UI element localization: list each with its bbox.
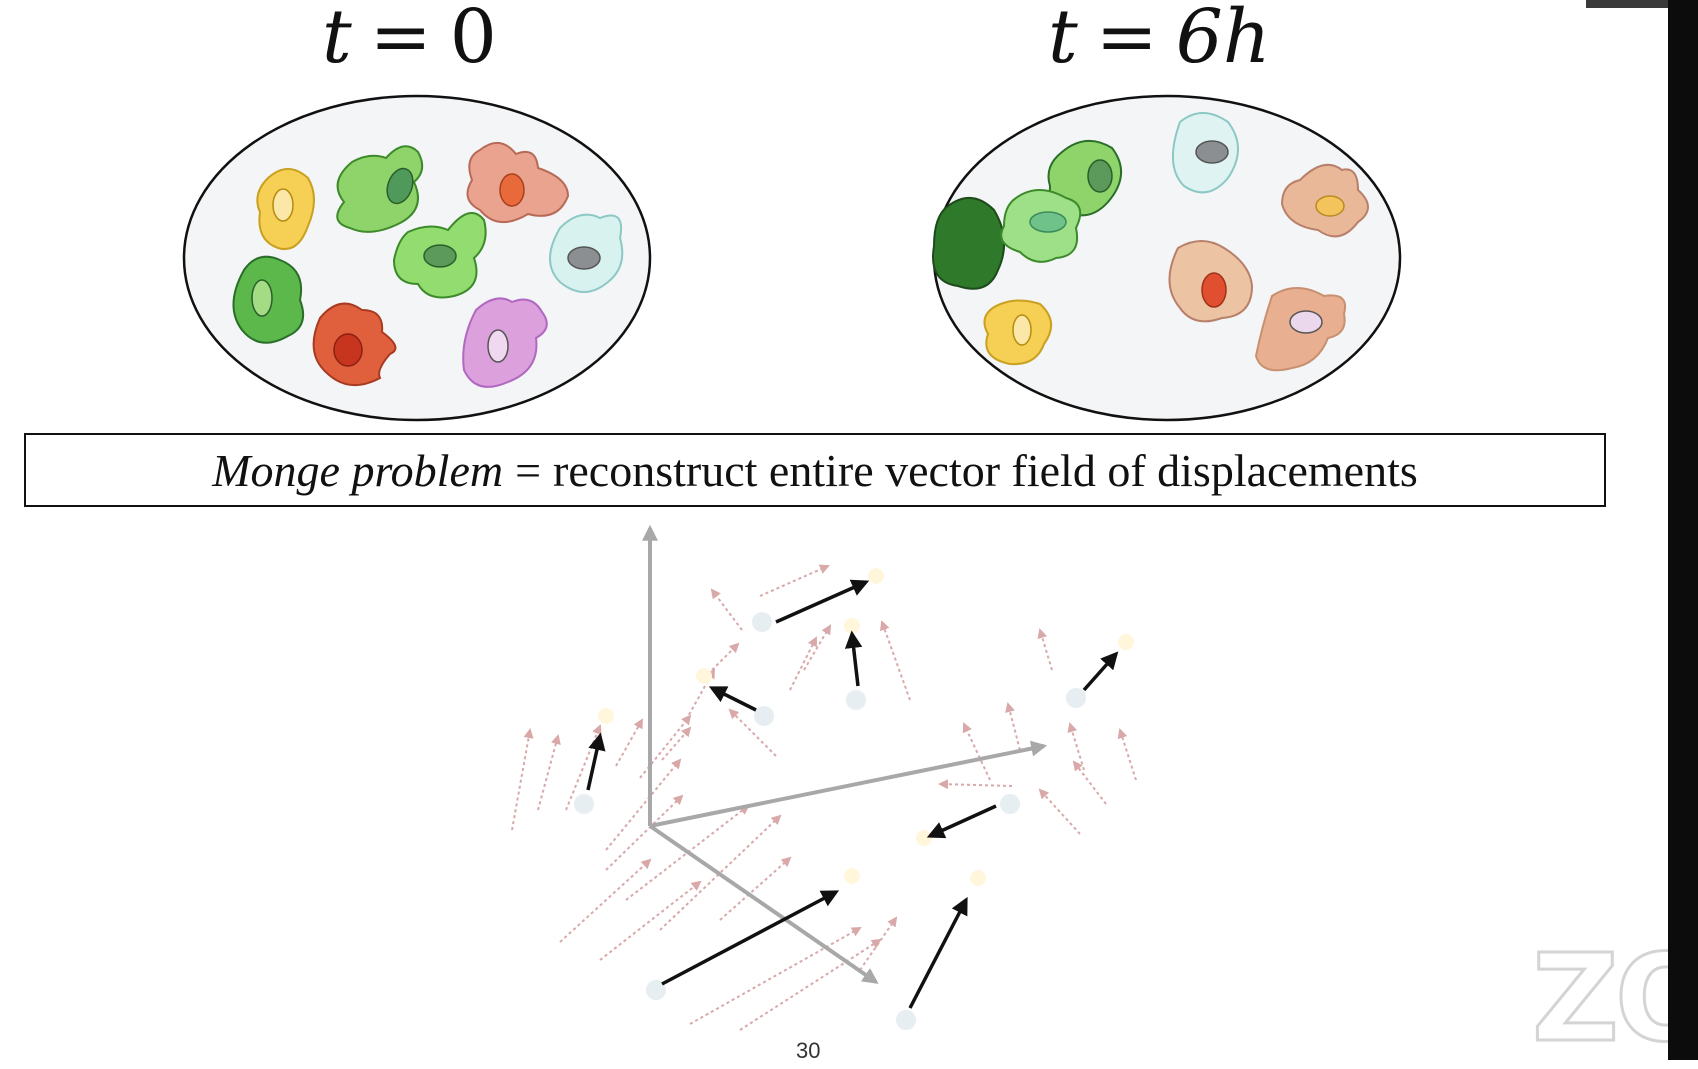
cell-icon [1280, 163, 1369, 238]
cell-icon [466, 142, 570, 223]
vector-field-diagram [511, 524, 1137, 1031]
page-number: 30 [796, 1038, 821, 1063]
video-frame-border [1668, 0, 1698, 1060]
time-value: 0 [449, 0, 497, 80]
cell-icon [549, 213, 624, 293]
cell-icon [256, 168, 315, 250]
cell-icon [983, 299, 1052, 366]
time-label-t6h: t = 6h [1048, 0, 1271, 80]
monge-equals: = [515, 444, 542, 496]
faint-arrows [511, 564, 1137, 1031]
video-frame-edge [1586, 0, 1668, 8]
zoom-watermark: ZO [1532, 930, 1668, 1069]
cell-icon [312, 302, 397, 386]
time-label-t0: t = 0 [322, 0, 497, 80]
displacement-arrows [586, 579, 1119, 1009]
time-var: t [322, 0, 352, 80]
cell-dots [574, 568, 1134, 1030]
cell-icon [932, 197, 1006, 290]
cell-icon [232, 255, 304, 344]
monge-text: reconstruct entire vector field of displ… [553, 444, 1418, 496]
cell-icon [1171, 112, 1239, 194]
petri-dish-left [182, 94, 1402, 422]
time-eq: = [369, 0, 432, 80]
time-value: 6h [1175, 0, 1271, 80]
monge-statement-box: Monge problem = reconstruct entire vecto… [24, 433, 1606, 507]
cell-icon [1000, 189, 1082, 263]
monge-italic: Monge problem [212, 444, 504, 496]
time-eq: = [1095, 0, 1158, 80]
petri-dish-icon [932, 94, 1402, 422]
cell-icon [462, 297, 548, 388]
axes [642, 524, 1048, 984]
time-var: t [1048, 0, 1078, 80]
cell-icon [1168, 240, 1254, 323]
cell-icon [1047, 140, 1123, 217]
cell-icon [392, 211, 487, 299]
cell-icon [1254, 287, 1346, 372]
cell-icon [336, 145, 424, 233]
